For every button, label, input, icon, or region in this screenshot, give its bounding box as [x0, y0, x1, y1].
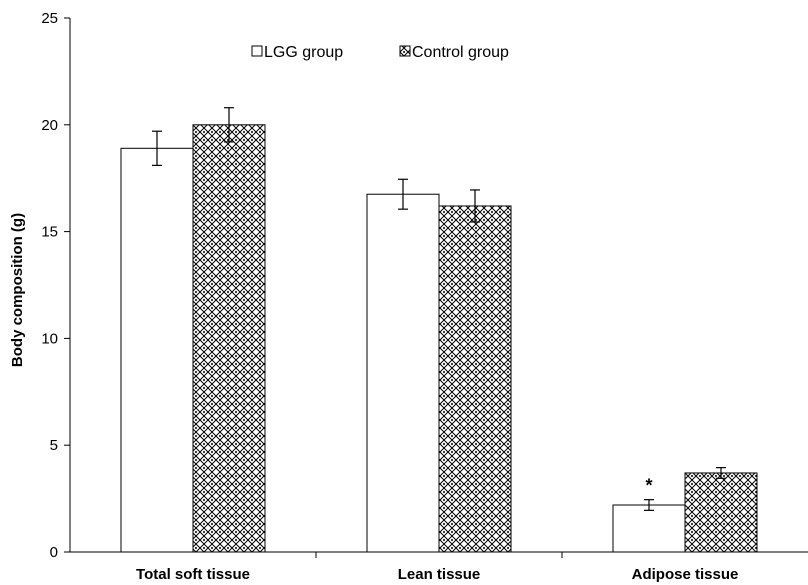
legend-label: LGG group	[264, 44, 343, 61]
y-axis-title: Body composition (g)	[9, 213, 26, 367]
legend-label: Control group	[412, 44, 509, 61]
x-category-label: Total soft tissue	[136, 566, 250, 583]
legend-swatch	[251, 45, 263, 57]
bar	[438, 205, 512, 553]
y-tick-label: 10	[41, 330, 58, 347]
y-tick-label: 5	[50, 437, 58, 454]
significance-mark: *	[645, 476, 652, 496]
bar	[684, 472, 758, 553]
y-tick-label: 25	[41, 10, 58, 27]
bar	[366, 193, 440, 553]
y-tick-label: 20	[41, 117, 58, 134]
plot-area: 0 5 10 15 20 25 Total soft tissue Lean tissue Ad…	[41, 10, 808, 583]
legend-swatch	[399, 45, 411, 57]
bar	[612, 504, 686, 553]
y-tick-label: 15	[41, 224, 58, 241]
x-category-label: Lean tissue	[398, 566, 481, 583]
bar	[192, 124, 266, 553]
x-category-label: Adipose tissue	[632, 566, 739, 583]
y-tick-label: 0	[50, 544, 58, 561]
legend: LGG group Control group	[251, 44, 509, 61]
bar	[120, 147, 194, 553]
